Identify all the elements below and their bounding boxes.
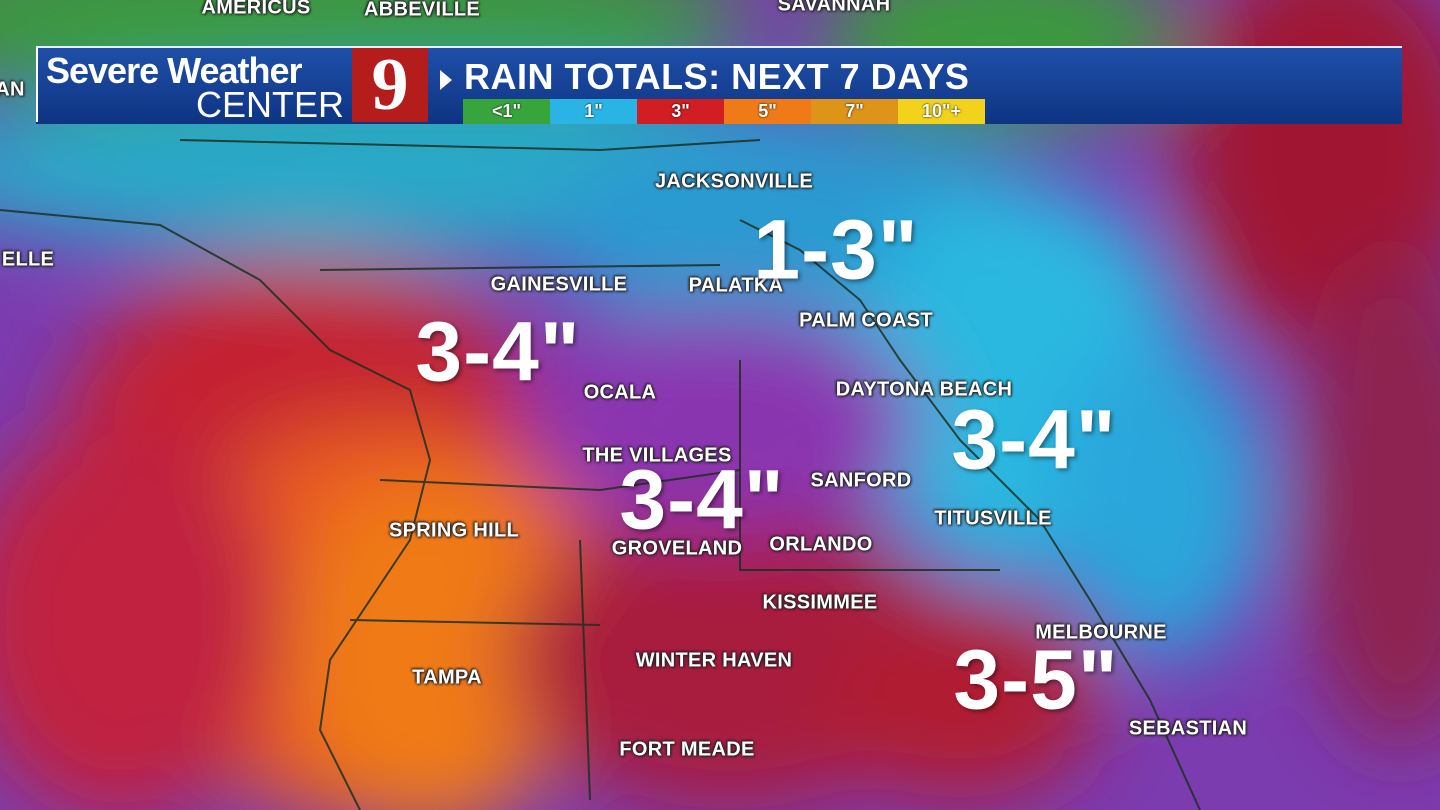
city-label: SEBASTIAN [1128, 717, 1248, 740]
city-label: TAMPA [412, 666, 482, 689]
city-label: AMERICUS [201, 0, 311, 19]
city-label: OCALA [583, 381, 657, 404]
city-label: FORT MEADE [619, 738, 755, 761]
city-label: ABBEVILLE [363, 0, 481, 21]
city-label: KISSIMMEE [762, 591, 878, 614]
city-label: MELBOURNE [1035, 621, 1167, 644]
rain-total-label: 3-4" [415, 304, 581, 399]
city-label: ORLANDO [769, 533, 873, 556]
city-label: JACKSONVILLE [654, 170, 814, 193]
city-label: WINTER HAVEN [635, 649, 793, 672]
city-label: DAYTONA BEACH [835, 378, 1013, 401]
brand-line: Severe Weather [46, 50, 302, 91]
city-label: PALATKA [688, 274, 784, 297]
arrow-icon [440, 70, 452, 90]
legend-swatch: 3" [637, 99, 724, 124]
legend-swatch: 10"+ [898, 99, 985, 124]
city-label: ELLE [1, 248, 55, 271]
city-label: GAINESVILLE [490, 273, 628, 296]
city-label: SPRING HILL [389, 519, 519, 542]
brand-line: CENTER [195, 84, 344, 125]
brand-box: Severe Weather CENTER [36, 48, 354, 125]
legend-swatch: <1" [463, 99, 550, 124]
legend: <1" 1" 3" 5" 7" 10"+ [463, 99, 985, 124]
rain-total-label: 3-5" [953, 632, 1119, 727]
legend-swatch: 1" [550, 99, 637, 124]
rain-total-label: 3-4" [951, 392, 1117, 487]
rain-total-label: 1-3" [753, 202, 919, 297]
city-label: SAVANNAH [777, 0, 891, 16]
city-label: PALM COAST [799, 309, 933, 332]
legend-swatch: 5" [724, 99, 811, 124]
channel-logo: 9 [352, 48, 428, 122]
rain-total-label: 3-4" [619, 452, 785, 547]
legend-swatch: 7" [811, 99, 898, 124]
city-label: SANFORD [810, 469, 912, 492]
city-label: AN [0, 78, 25, 101]
header-bar: Severe Weather CENTER 9 RAIN TOTALS: NEX… [36, 46, 1402, 125]
city-label: THE VILLAGES [582, 444, 732, 467]
city-label: GROVELAND [611, 537, 743, 560]
city-label: TITUSVILLE [934, 507, 1052, 530]
graphic-title: RAIN TOTALS: NEXT 7 DAYS [464, 56, 970, 97]
